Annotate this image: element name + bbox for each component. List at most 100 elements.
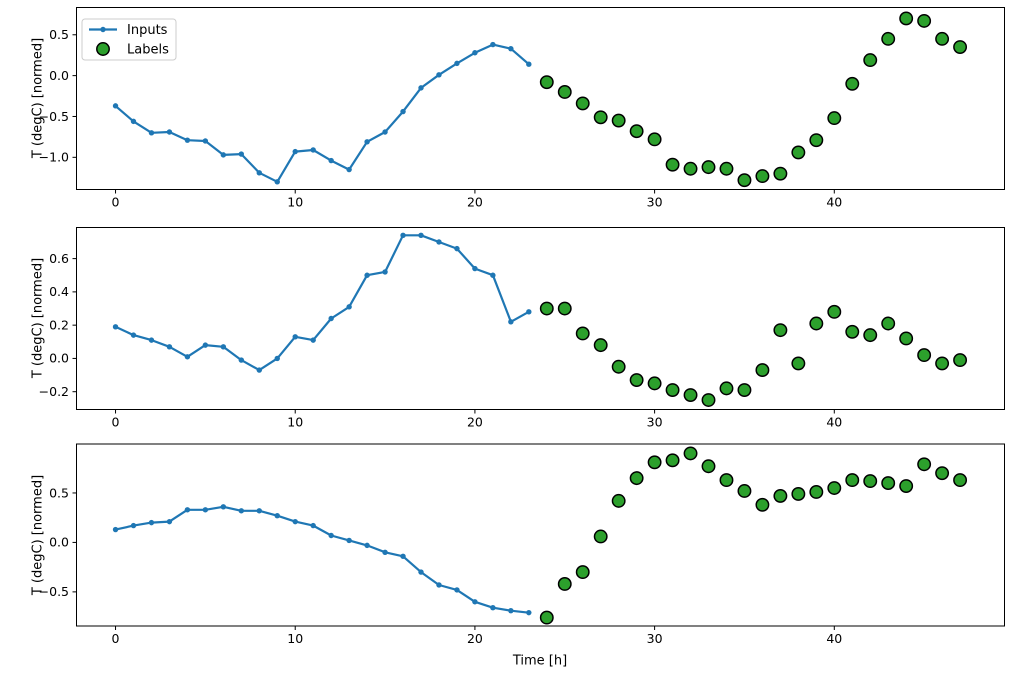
y-tick-label: 0.2	[49, 317, 69, 332]
legend-label-inputs: Inputs	[127, 23, 168, 38]
inputs-marker	[310, 522, 316, 529]
y-tick-label: −0.2	[39, 384, 69, 399]
labels-marker	[827, 111, 842, 126]
labels-marker	[719, 381, 734, 396]
legend-label-labels: Labels	[127, 43, 169, 58]
labels-marker	[701, 160, 716, 175]
inputs-line	[114, 505, 530, 614]
x-tick-label: 10	[287, 631, 303, 646]
inputs-marker	[202, 342, 209, 348]
inputs-marker	[490, 41, 496, 48]
inputs-marker	[454, 587, 460, 593]
inputs-marker	[112, 324, 119, 330]
x-tick-label: 40	[826, 631, 842, 646]
x-axis-label: Time [h]	[512, 653, 568, 669]
labels-marker	[557, 85, 572, 99]
inputs-marker	[472, 599, 478, 605]
inputs-marker	[112, 526, 119, 533]
inputs-marker	[166, 129, 173, 135]
inputs-marker	[238, 508, 245, 514]
labels-marker	[557, 577, 572, 591]
axes-spines	[76, 7, 1005, 190]
inputs-marker	[328, 315, 334, 322]
labels-marker	[773, 323, 788, 338]
labels-marker	[899, 11, 914, 26]
labels-marker	[665, 383, 680, 397]
inputs-marker	[274, 355, 280, 362]
inputs-marker	[364, 139, 370, 145]
y-tick-label: 0.5	[49, 485, 69, 500]
labels-marker	[557, 301, 572, 316]
subplot-3: 0 10 20 30 40 0.5 0.0 −0.5	[39, 443, 1005, 646]
inputs-marker	[238, 357, 245, 363]
x-tick-label: 20	[467, 195, 483, 210]
inputs-marker	[310, 147, 316, 153]
inputs-marker	[508, 319, 514, 325]
subplot-2: 0 10 20 30 40 0.6 0.4 0.2 0.0 −0.2	[39, 227, 1005, 430]
inputs-line	[114, 234, 530, 372]
subplot-1: 0 10 20 30 40 0.5 0.0 −0.5 −1.0	[39, 7, 1005, 210]
inputs-marker	[238, 151, 245, 157]
x-tick-label: 20	[467, 415, 483, 430]
inputs-marker	[490, 272, 496, 278]
legend-inputs-marker-sample	[100, 26, 106, 33]
x-tick-label: 0	[112, 415, 120, 430]
inputs-marker	[328, 532, 334, 539]
x-tick-label: 0	[112, 631, 120, 646]
labels-marker	[791, 486, 806, 501]
labels-marker	[773, 166, 788, 181]
inputs-marker	[292, 334, 298, 340]
x-tick-label: 30	[647, 631, 663, 646]
labels-marker	[737, 173, 752, 188]
labels-marker	[935, 356, 950, 371]
labels-marker	[575, 326, 590, 341]
labels-marker	[611, 359, 626, 374]
labels-marker	[737, 383, 752, 397]
y-tick-label: 0.4	[49, 284, 69, 299]
axes-spines	[76, 443, 1005, 627]
inputs-marker	[526, 61, 532, 67]
inputs-marker	[346, 166, 352, 173]
inputs-marker	[382, 549, 388, 556]
labels-marker	[593, 338, 608, 353]
inputs-marker	[184, 507, 191, 513]
labels-marker	[881, 316, 896, 331]
labels-marker	[899, 331, 914, 346]
labels-marker	[827, 304, 842, 319]
inputs-marker	[202, 507, 209, 513]
labels-marker	[701, 459, 716, 474]
inputs-marker	[418, 232, 424, 239]
labels-marker	[899, 479, 914, 493]
inputs-marker	[508, 607, 514, 614]
x-tick-label: 20	[467, 631, 483, 646]
inputs-marker	[112, 103, 119, 109]
inputs-marker	[472, 265, 478, 272]
inputs-marker	[148, 337, 155, 343]
labels-marker	[575, 96, 590, 111]
labels-marker	[539, 610, 554, 625]
inputs-marker	[184, 354, 191, 360]
labels-marker	[845, 76, 860, 91]
labels-marker	[809, 133, 824, 148]
labels-marker	[593, 110, 608, 125]
labels-marker	[935, 31, 950, 46]
labels-marker	[917, 348, 932, 363]
labels-marker	[953, 353, 968, 368]
labels-marker	[863, 328, 878, 343]
labels-marker	[863, 474, 878, 489]
inputs-marker	[400, 232, 406, 239]
labels-marker	[917, 457, 932, 472]
inputs-marker	[526, 309, 532, 315]
inputs-marker	[508, 45, 514, 52]
labels-marker	[809, 316, 824, 331]
labels-marker	[755, 497, 770, 512]
inputs-marker	[148, 130, 155, 136]
x-tick-label: 30	[647, 195, 663, 210]
y-tick-label: −0.5	[39, 584, 69, 599]
x-tick-label: 0	[112, 195, 120, 210]
legend-labels-marker-sample	[96, 42, 110, 56]
inputs-marker	[130, 522, 137, 529]
inputs-marker	[346, 304, 352, 310]
labels-marker	[701, 393, 716, 407]
